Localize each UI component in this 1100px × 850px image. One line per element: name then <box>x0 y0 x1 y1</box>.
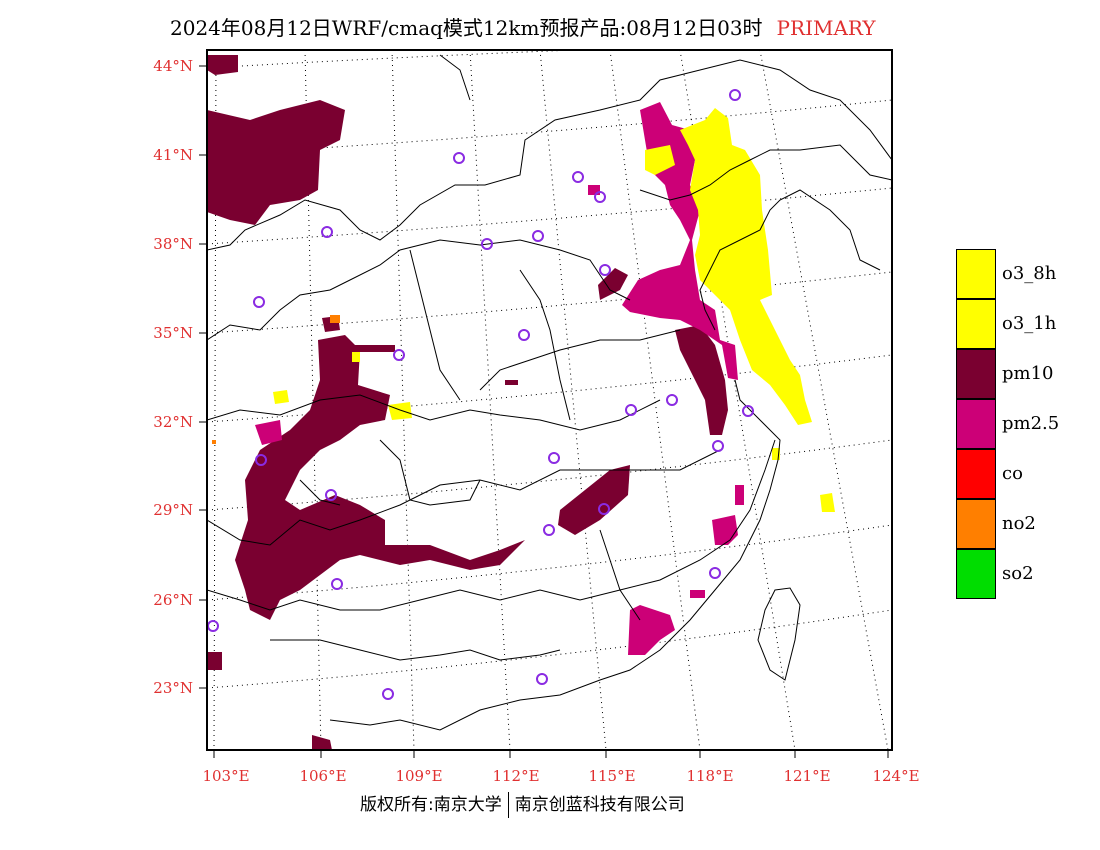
pm10-areas <box>207 55 728 750</box>
graticule <box>207 50 892 750</box>
legend-item: pm2.5 <box>956 399 1096 449</box>
lon-label: 112°E <box>492 767 539 785</box>
pm25-areas <box>255 102 744 655</box>
borders <box>207 54 892 731</box>
lon-label: 115°E <box>588 767 635 785</box>
lat-label: 44°N <box>153 57 193 75</box>
lat-label: 26°N <box>153 591 193 609</box>
legend-swatch <box>956 349 996 399</box>
legend-label: pm10 <box>1002 363 1054 384</box>
lon-label: 118°E <box>686 767 733 785</box>
copyright-right: 南京创蓝科技有限公司 <box>514 795 685 815</box>
legend-label: o3_8h <box>1002 263 1057 284</box>
footer-separator <box>507 792 509 818</box>
lat-label: 35°N <box>153 324 193 342</box>
lon-ticks <box>213 750 889 758</box>
legend-swatch <box>956 499 996 549</box>
legend-swatch <box>956 249 996 299</box>
lat-label: 23°N <box>153 679 193 697</box>
lon-label: 103°E <box>202 767 249 785</box>
legend-item: pm10 <box>956 349 1096 399</box>
lat-label: 41°N <box>153 146 193 164</box>
legend-item: o3_1h <box>956 299 1096 349</box>
legend-swatch <box>956 299 996 349</box>
station-markers <box>207 89 754 700</box>
legend-item: co <box>956 449 1096 499</box>
legend-label: so2 <box>1002 563 1034 584</box>
lat-ticks <box>199 65 207 689</box>
legend-swatch <box>956 549 996 599</box>
legend-swatch <box>956 449 996 499</box>
o3-areas <box>273 108 835 512</box>
title-text: 2024年08月12日WRF/cmaq模式12km预报产品:08月12日03时 <box>170 16 763 40</box>
map-title: 2024年08月12日WRF/cmaq模式12km预报产品:08月12日03时 P… <box>170 12 876 41</box>
legend-label: co <box>1002 463 1023 484</box>
legend: o3_8h o3_1h pm10 pm2.5 co no2 so2 <box>956 249 1096 599</box>
legend-item: no2 <box>956 499 1096 549</box>
legend-label: pm2.5 <box>1002 413 1060 434</box>
lon-label: 124°E <box>872 767 919 785</box>
primary-tag: PRIMARY <box>776 16 876 40</box>
map-frame <box>206 49 893 751</box>
lat-label: 32°N <box>153 413 193 431</box>
legend-label: o3_1h <box>1002 313 1057 334</box>
legend-swatch <box>956 399 996 449</box>
lon-label: 106°E <box>299 767 346 785</box>
copyright-left: 版权所有:南京大学 <box>360 795 502 815</box>
copyright-footer: 版权所有:南京大学 南京创蓝科技有限公司 <box>360 790 685 818</box>
no2-areas <box>212 315 340 444</box>
lat-label: 29°N <box>153 501 193 519</box>
lon-label: 109°E <box>395 767 442 785</box>
lat-labels: 44°N 41°N 38°N 35°N 32°N 29°N 26°N 23°N <box>153 57 193 697</box>
lon-label: 121°E <box>783 767 830 785</box>
lon-labels: 103°E 106°E 109°E 112°E 115°E 118°E 121°… <box>202 767 919 785</box>
legend-item: o3_8h <box>956 249 1096 299</box>
lat-label: 38°N <box>153 235 193 253</box>
legend-item: so2 <box>956 549 1096 599</box>
legend-label: no2 <box>1002 513 1036 534</box>
